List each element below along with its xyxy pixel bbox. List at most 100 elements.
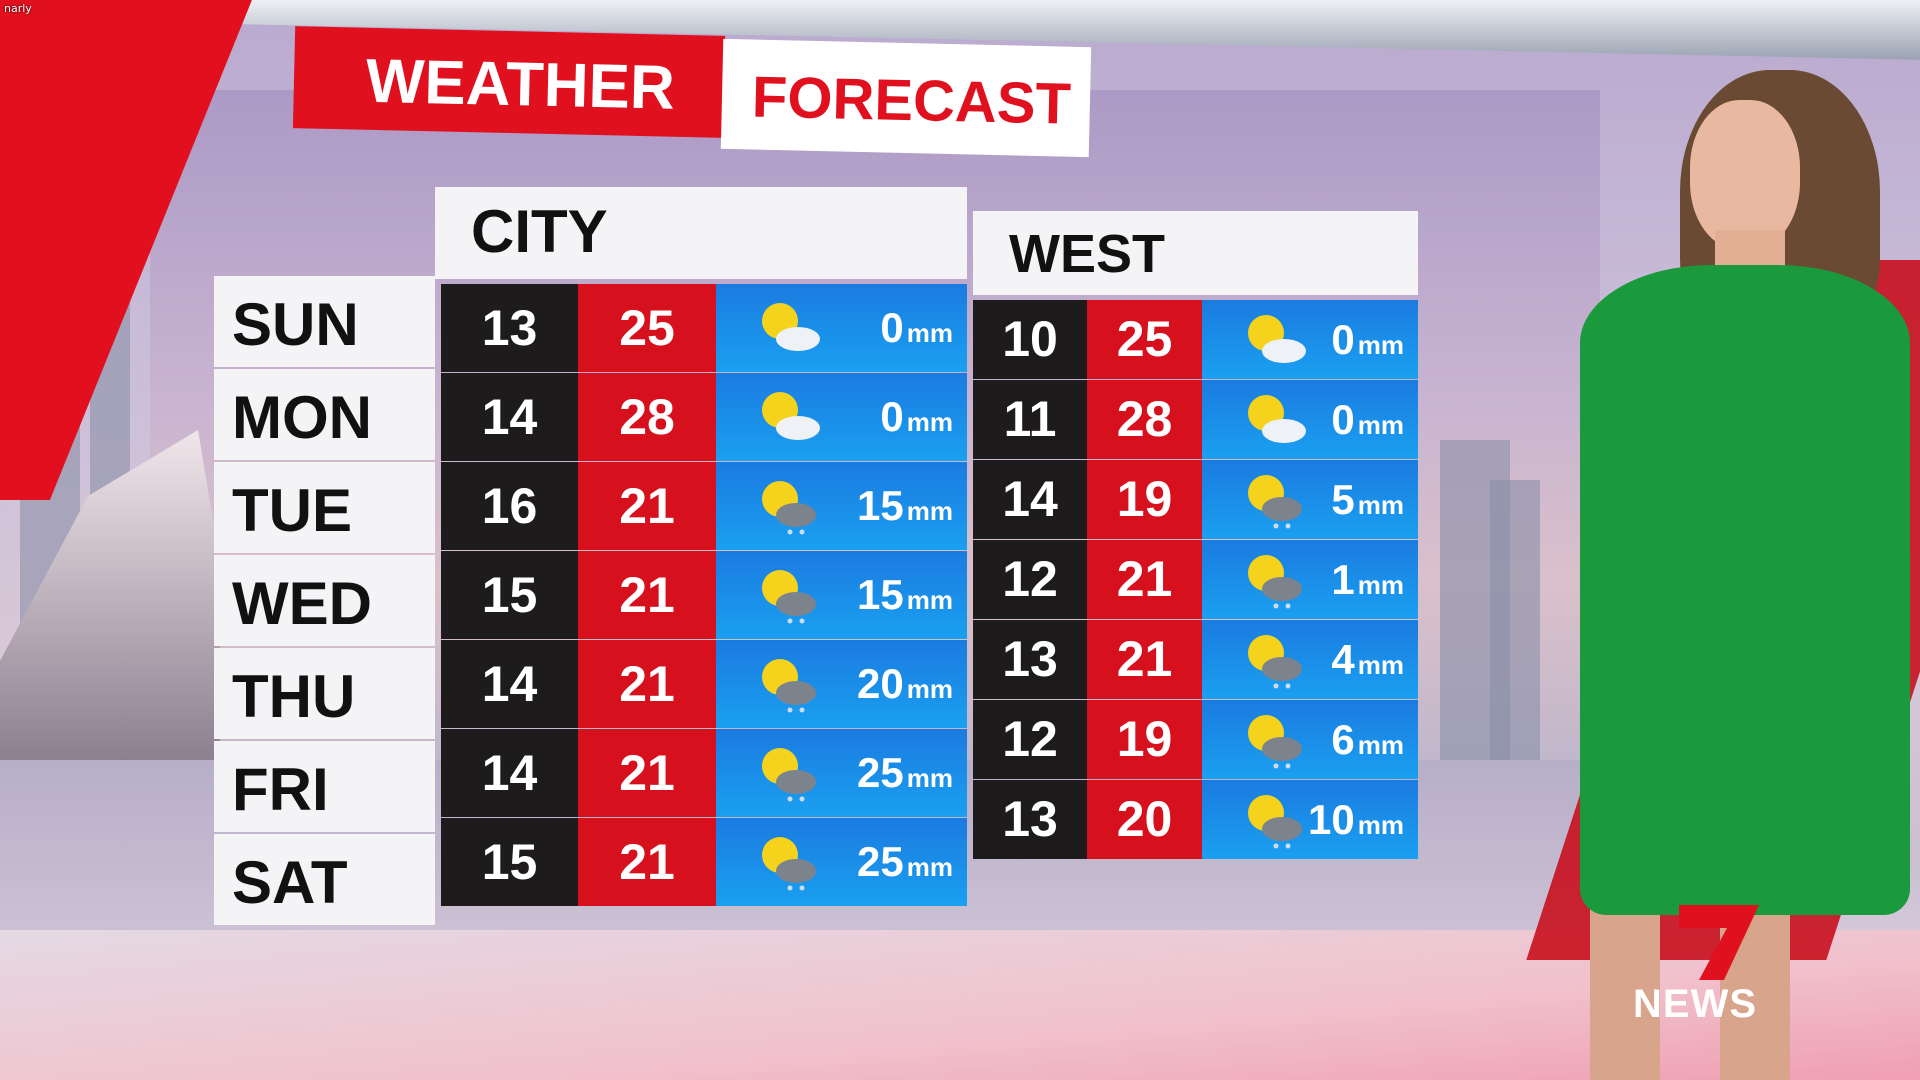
forecast-row: 13 20 10 mm	[973, 780, 1418, 859]
forecast-row: 14 21 20 mm	[441, 640, 967, 728]
presenter-face	[1690, 100, 1800, 250]
rainfall-amount: 25 mm	[857, 838, 953, 886]
min-temp: 15	[441, 551, 578, 639]
max-temp: 21	[578, 729, 716, 817]
rain-unit: mm	[1357, 569, 1404, 600]
rain-value: 6	[1331, 715, 1355, 763]
partly-cloudy-icon	[762, 303, 820, 351]
7news-logo: NEWS	[1629, 900, 1799, 1026]
min-temp: 12	[973, 540, 1087, 619]
max-temp: 25	[578, 284, 716, 372]
rain-unit: mm	[906, 674, 953, 704]
rain-cell: 25 mm	[716, 818, 967, 906]
news-logo-text: NEWS	[1633, 982, 1757, 1026]
day-label-sun: SUN	[214, 276, 435, 367]
rain-cell: 0 mm	[716, 284, 967, 372]
min-temp: 14	[973, 460, 1087, 539]
rain-value: 5	[1331, 475, 1355, 523]
rain-cell: 15 mm	[716, 462, 967, 550]
rain-unit: mm	[906, 585, 953, 615]
rain-value: 0	[1331, 315, 1355, 363]
max-temp: 28	[578, 373, 716, 461]
min-temp: 14	[441, 640, 578, 728]
rain-unit: mm	[1357, 729, 1404, 760]
rain-cell: 6 mm	[1202, 700, 1418, 779]
min-temp: 10	[973, 300, 1087, 379]
rain-unit: mm	[1357, 409, 1404, 440]
max-temp: 20	[1087, 780, 1202, 859]
rain-value: 0	[1331, 395, 1355, 443]
day-label-sat: SAT	[214, 834, 435, 925]
max-temp: 28	[1087, 380, 1202, 459]
region-header-west: WEST	[973, 211, 1418, 295]
day-labels: SUN MON TUE WED THU FRI SAT	[214, 276, 435, 926]
rainfall-amount: 0 mm	[1331, 396, 1404, 444]
max-temp: 21	[578, 462, 716, 550]
partly-cloudy-icon	[1248, 314, 1306, 363]
min-temp: 13	[441, 284, 578, 372]
rain-value: 25	[857, 749, 904, 796]
title-forecast: FORECAST	[720, 38, 1092, 158]
rainfall-amount: 6 mm	[1331, 716, 1404, 764]
rainfall-amount: 1 mm	[1331, 556, 1404, 604]
showers-icon	[1248, 474, 1302, 528]
rainfall-amount: 15 mm	[857, 482, 953, 530]
max-temp: 19	[1087, 700, 1202, 779]
rainfall-amount: 25 mm	[857, 749, 953, 797]
rainfall-amount: 0 mm	[1331, 316, 1404, 364]
forecast-row: 12 21 1 mm	[973, 540, 1418, 619]
max-temp: 21	[578, 818, 716, 906]
forecast-row: 14 28 0 mm	[441, 373, 967, 461]
rain-unit: mm	[1357, 809, 1404, 840]
showers-icon	[1248, 634, 1302, 688]
forecast-row: 15 21 15 mm	[441, 551, 967, 639]
showers-icon	[762, 659, 816, 713]
forecast-row: 15 21 25 mm	[441, 818, 967, 906]
rain-cell: 15 mm	[716, 551, 967, 639]
max-temp: 21	[578, 551, 716, 639]
rain-value: 25	[857, 838, 904, 885]
day-label-fri: FRI	[214, 741, 435, 832]
rain-value: 15	[857, 482, 904, 529]
forecast-row: 14 21 25 mm	[441, 729, 967, 817]
showers-icon	[762, 748, 816, 802]
rain-unit: mm	[1357, 649, 1404, 680]
rain-unit: mm	[1357, 489, 1404, 520]
showers-icon	[1248, 794, 1302, 848]
watermark-text: narly	[4, 2, 32, 15]
presenter-green-dress	[1580, 265, 1910, 915]
min-temp: 13	[973, 780, 1087, 859]
forecast-row: 13 21 4 mm	[973, 620, 1418, 699]
rainfall-amount: 20 mm	[857, 660, 953, 708]
rain-cell: 5 mm	[1202, 460, 1418, 539]
max-temp: 21	[578, 640, 716, 728]
day-label-thu: THU	[214, 648, 435, 739]
seven-logo-icon	[1679, 905, 1759, 980]
rain-cell: 0 mm	[1202, 300, 1418, 379]
min-temp: 11	[973, 380, 1087, 459]
forecast-row: 11 28 0 mm	[973, 380, 1418, 459]
day-label-tue: TUE	[214, 462, 435, 553]
rainfall-amount: 5 mm	[1331, 476, 1404, 524]
rain-cell: 20 mm	[716, 640, 967, 728]
day-label-wed: WED	[214, 555, 435, 646]
rain-value: 10	[1308, 795, 1355, 843]
showers-icon	[762, 481, 816, 535]
presenter-leg	[1590, 900, 1660, 1080]
rain-value: 15	[857, 571, 904, 618]
min-temp: 15	[441, 818, 578, 906]
rainfall-amount: 4 mm	[1331, 636, 1404, 684]
west-forecast-table: 10 25 0 mm 11 28 0 mm 14 19 5 mm 12 21	[973, 300, 1418, 860]
forecast-row: 13 25 0 mm	[441, 284, 967, 372]
min-temp: 12	[973, 700, 1087, 779]
partly-cloudy-icon	[1248, 394, 1306, 443]
forecast-row: 12 19 6 mm	[973, 700, 1418, 779]
building	[1490, 480, 1540, 760]
rain-unit: mm	[906, 407, 953, 437]
rain-cell: 0 mm	[1202, 380, 1418, 459]
forecast-row: 16 21 15 mm	[441, 462, 967, 550]
min-temp: 16	[441, 462, 578, 550]
rain-unit: mm	[906, 318, 953, 348]
region-header-city: CITY	[435, 187, 967, 279]
city-forecast-table: 13 25 0 mm 14 28 0 mm 16 21 15 mm 15 21	[441, 284, 967, 907]
